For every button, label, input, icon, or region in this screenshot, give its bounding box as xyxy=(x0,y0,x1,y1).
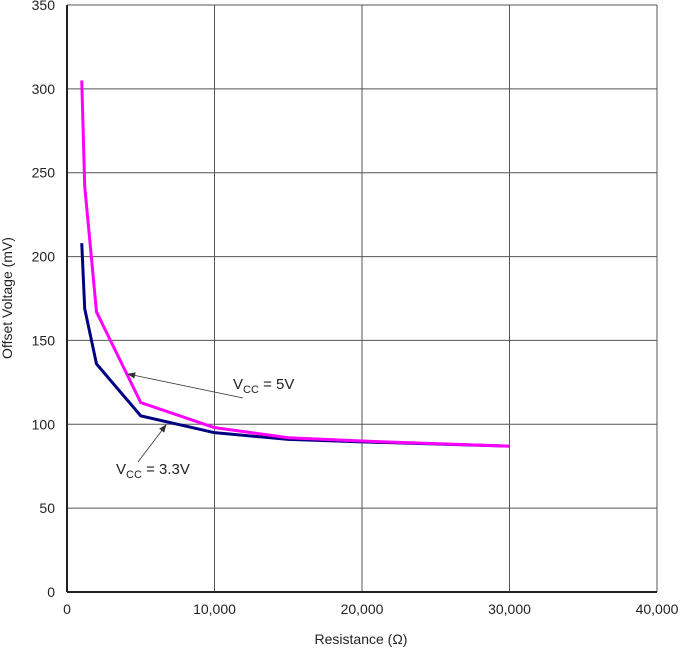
y-tick-label: 0 xyxy=(47,584,55,600)
x-tick-label: 30,000 xyxy=(488,601,531,617)
series-line-vcc-5v xyxy=(80,80,510,448)
svg-text:VCC = 5V: VCC = 5V xyxy=(233,376,294,396)
annotation-3v3-arrow xyxy=(137,424,167,463)
y-tick-label: 300 xyxy=(32,81,56,97)
annotation-5v: VCC = 5V xyxy=(127,372,294,399)
x-tick-label: 10,000 xyxy=(193,601,236,617)
annotation-5v-value: = 5V xyxy=(259,376,294,393)
annotation-5v-arrow xyxy=(127,372,244,399)
annotation-3v3: VCC = 3.3V xyxy=(116,424,190,481)
y-tick-label: 100 xyxy=(32,416,56,432)
x-axis-label: Resistance (Ω) xyxy=(315,631,408,647)
svg-text:VCC = 3.3V: VCC = 3.3V xyxy=(116,461,190,481)
x-tick-label: 40,000 xyxy=(636,601,679,617)
y-tick-label: 200 xyxy=(32,249,56,265)
x-tick-label: 0 xyxy=(63,601,71,617)
annotation-5v-sub: CC xyxy=(243,384,259,396)
annotation-5v-v: V xyxy=(233,376,243,393)
y-axis-label: Offset Voltage (mV) xyxy=(0,237,15,359)
x-tick-label: 20,000 xyxy=(341,601,384,617)
y-tick-label: 350 xyxy=(32,0,56,13)
annotation-3v3-v: V xyxy=(116,461,126,478)
y-tick-label: 250 xyxy=(32,165,56,181)
y-tick-label: 150 xyxy=(32,332,56,348)
annotation-3v3-sub: CC xyxy=(126,469,142,481)
annotation-3v3-value: = 3.3V xyxy=(142,461,190,478)
y-tick-label: 50 xyxy=(39,500,55,516)
series-line-vcc-3v3 xyxy=(80,243,510,448)
